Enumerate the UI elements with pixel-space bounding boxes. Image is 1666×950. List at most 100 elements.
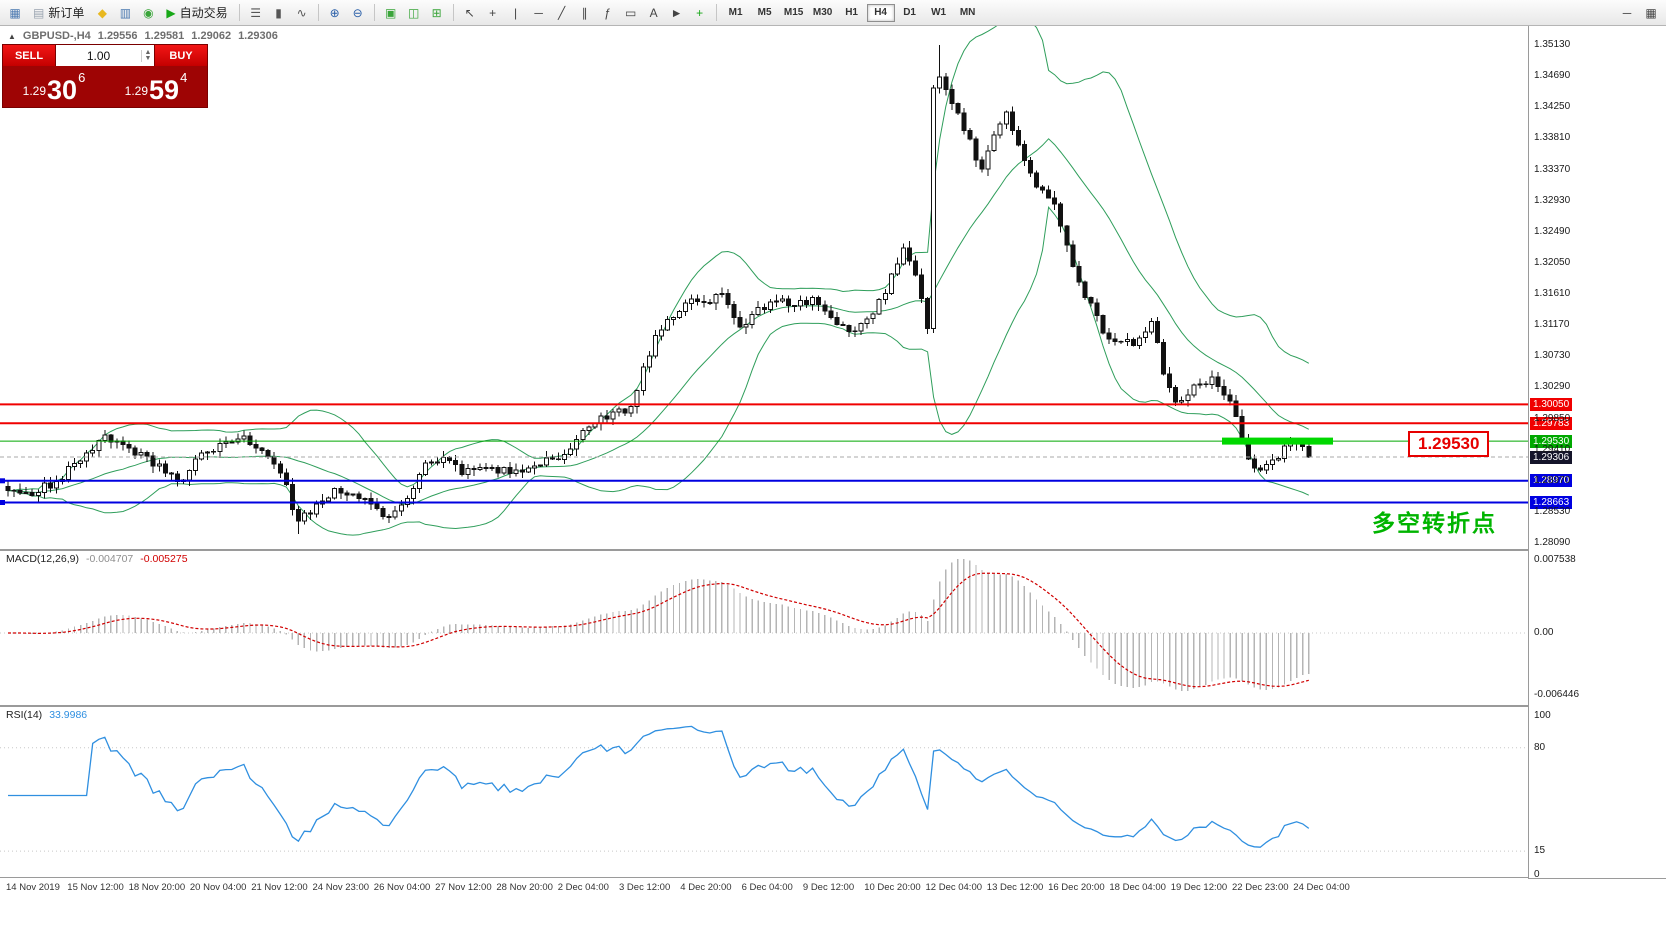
horizontal-line-icon[interactable]: ─ xyxy=(534,5,543,20)
timeframe-h4[interactable]: H4 xyxy=(866,3,895,22)
support-zone-bar[interactable] xyxy=(1222,437,1333,445)
fibonacci-icon[interactable]: ƒ xyxy=(604,5,611,20)
time-axis-label: 4 Dec 20:00 xyxy=(680,882,732,893)
cursor-icon[interactable]: ↖ xyxy=(464,5,475,20)
profiles-icon[interactable]: ◆ xyxy=(97,5,107,20)
channel-icon[interactable]: ∥ xyxy=(581,5,588,20)
time-axis-label: 10 Dec 20:00 xyxy=(864,882,921,893)
toolbar-separator xyxy=(373,4,375,21)
sell-button[interactable]: SELL xyxy=(3,45,55,66)
chart-window-icon[interactable]: ▦ xyxy=(9,5,21,20)
sell-price-display[interactable]: 1.29 30 6 xyxy=(3,66,105,107)
time-axis-label: 20 Nov 04:00 xyxy=(189,882,247,893)
time-axis-label: 21 Nov 12:00 xyxy=(251,882,308,893)
rsi-axis-label: 80 xyxy=(1534,741,1546,753)
arrow-tool-icon[interactable]: ► xyxy=(670,5,683,20)
timeframe-m5[interactable]: M5 xyxy=(757,7,772,18)
timeframe-mn[interactable]: MN xyxy=(959,7,976,18)
market-watch-icon[interactable]: ▥ xyxy=(119,5,132,20)
candlestick-chart-icon[interactable]: ▮ xyxy=(275,5,282,20)
volume-field[interactable]: 1.00 ▲ ▼ xyxy=(55,45,155,66)
volume-increase-button[interactable]: ▲ xyxy=(144,48,152,56)
toolbar-separator xyxy=(238,4,240,21)
price-axis-label: 1.29850 xyxy=(1534,412,1571,424)
bar-chart-icon[interactable]: ☰ xyxy=(250,5,261,20)
price-axis-label: 1.30730 xyxy=(1534,350,1571,362)
sell-price-prefix: 1.29 xyxy=(22,84,47,98)
timeframe-d1[interactable]: D1 xyxy=(903,7,916,18)
candle-wicks xyxy=(7,45,1310,534)
price-axis-label: 1.30290 xyxy=(1534,381,1571,393)
minimize-icon[interactable]: ─ xyxy=(1622,5,1632,20)
price-callout-label[interactable]: 1.29530 xyxy=(1408,431,1490,457)
vertical-line-icon[interactable]: | xyxy=(514,5,518,20)
volume-decrease-button[interactable]: ▼ xyxy=(144,54,152,62)
time-axis-label: 22 Dec 23:00 xyxy=(1232,882,1289,893)
timeframe-w1[interactable]: W1 xyxy=(931,7,947,18)
new-order-label: 新订单 xyxy=(48,6,85,20)
price-axis-label: 1.33370 xyxy=(1534,163,1571,175)
line-chart-icon[interactable]: ∿ xyxy=(296,5,307,20)
time-axis[interactable]: 14 Nov 2019 15 Nov 12:00 18 Nov 20:00 20 No… xyxy=(0,878,1528,898)
toolbar-separator xyxy=(715,4,717,21)
time-axis-label: 16 Dec 20:00 xyxy=(1048,882,1105,893)
time-axis-label: 18 Nov 20:00 xyxy=(128,882,186,893)
price-axis-label: 1.28970 xyxy=(1534,474,1571,486)
rsi-axis-label: 100 xyxy=(1534,710,1551,721)
shapes-icon[interactable]: ▭ xyxy=(624,5,637,20)
new-order-button[interactable]: ▤ 新订单 xyxy=(27,3,90,23)
bollinger-upper-band xyxy=(7,26,1310,492)
rsi-label: RSI(14) 33.9986 xyxy=(6,709,87,721)
rsi-level-lines xyxy=(0,747,1528,852)
data-window-icon[interactable]: ◉ xyxy=(143,5,154,20)
auto-trading-button[interactable]: ▶ 自动交易 xyxy=(160,3,233,23)
cascade-windows-icon[interactable]: ◫ xyxy=(407,5,420,20)
macd-axis-label: 0.00 xyxy=(1534,627,1554,638)
time-axis-label: 28 Nov 20:00 xyxy=(496,882,553,893)
sell-price-point: 6 xyxy=(78,70,86,85)
bid-price-tag: 1.29306 xyxy=(1530,450,1573,464)
price-axis-label: 1.28530 xyxy=(1534,505,1571,517)
new-order-icon: ▤ xyxy=(33,5,45,20)
chart-header: ▲ GBPUSD-,H4 1.29556 1.29581 1.29062 1.2… xyxy=(8,30,278,42)
chart-annotation-text[interactable]: 多空转折点 xyxy=(1372,510,1497,536)
time-axis-label: 3 Dec 12:00 xyxy=(619,882,671,893)
timeframe-h1[interactable]: H1 xyxy=(845,7,858,18)
one-click-collapse-arrow[interactable]: ▲ xyxy=(8,31,16,41)
timeframe-m30[interactable]: M30 xyxy=(812,7,833,18)
line-handle[interactable] xyxy=(0,500,5,505)
rsi-line xyxy=(8,725,1310,848)
crosshair-icon[interactable]: + xyxy=(489,5,497,20)
hline-price-tag: 1.28970 xyxy=(1530,474,1573,488)
macd-axis-label: 0.007538 xyxy=(1534,554,1576,565)
timeframe-m1[interactable]: M1 xyxy=(728,7,743,18)
line-handle[interactable] xyxy=(0,478,5,484)
zoom-in-icon[interactable]: ⊕ xyxy=(329,5,340,20)
buy-button[interactable]: BUY xyxy=(155,45,207,66)
arrange-windows-icon[interactable]: ⊞ xyxy=(431,5,442,20)
grid-icon[interactable]: ▦ xyxy=(1645,5,1657,20)
zoom-out-icon[interactable]: ⊖ xyxy=(352,5,363,20)
bollinger-lower-band xyxy=(7,206,1310,536)
tile-windows-icon[interactable]: ▣ xyxy=(384,5,397,20)
macd-axis-label: -0.006446 xyxy=(1534,689,1580,701)
trendline-icon[interactable]: ╱ xyxy=(557,5,566,20)
ohlc-open: 1.29556 xyxy=(97,30,138,42)
time-axis-label: 2 Dec 04:00 xyxy=(557,882,609,893)
time-axis-label: 9 Dec 12:00 xyxy=(802,882,855,893)
ohlc-close: 1.29306 xyxy=(238,30,278,42)
volume-value[interactable]: 1.00 xyxy=(86,48,111,63)
one-click-trading-panel: SELL 1.00 ▲ ▼ BUY 1.29 30 6 1.29 59 4 xyxy=(2,44,208,108)
timeframe-m15[interactable]: M15 xyxy=(783,7,804,18)
price-axis-label: 1.31610 xyxy=(1534,288,1571,299)
macd-histogram xyxy=(19,558,1310,691)
macd-signal-value: -0.005275 xyxy=(140,553,188,565)
price-axis-label: 1.29410 xyxy=(1534,443,1571,455)
bull-candles xyxy=(11,76,1300,522)
indicators-icon[interactable]: + xyxy=(696,5,704,20)
buy-price-display[interactable]: 1.29 59 4 xyxy=(105,66,207,107)
horizontal-line-objects xyxy=(0,403,1528,505)
price-axis[interactable]: 1.30050 1.29783 1.29530 1.28970 1.28663 1.293… xyxy=(1528,26,1666,880)
candlestick-chart[interactable] xyxy=(0,26,1666,896)
text-icon[interactable]: A xyxy=(649,5,658,20)
